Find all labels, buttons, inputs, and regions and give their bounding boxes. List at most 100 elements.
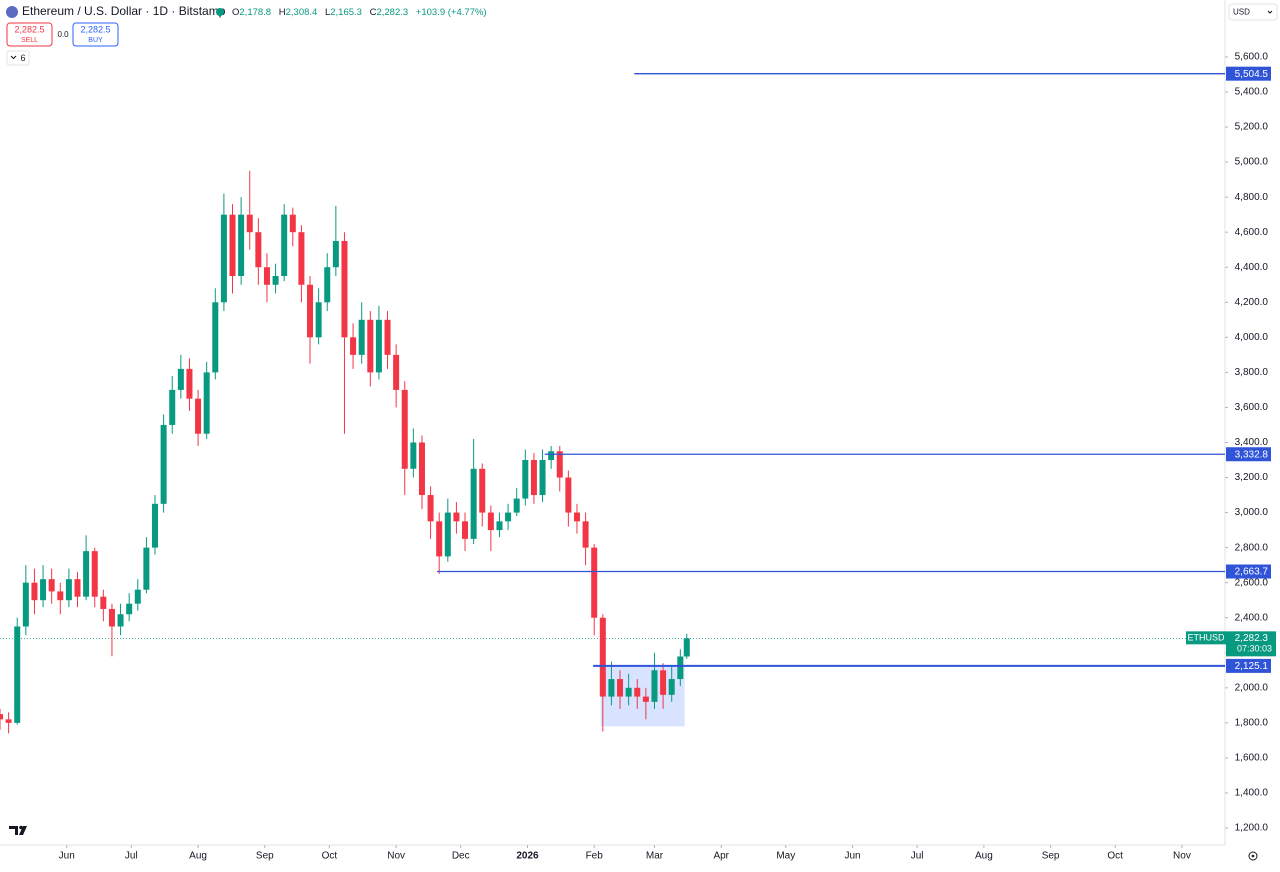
candle-body	[31, 582, 38, 601]
x-tick-label: Nov	[387, 851, 405, 862]
y-tick-label: 5,200.0	[1235, 122, 1269, 133]
y-tick-label: 1,600.0	[1235, 753, 1269, 764]
indicator-count[interactable]: 6	[20, 53, 25, 63]
symbol-icon	[6, 6, 18, 18]
sell-label[interactable]: SELL	[21, 37, 38, 44]
candle-body	[48, 579, 55, 592]
candle-body	[539, 460, 546, 496]
settings-icon-center[interactable]	[1251, 854, 1255, 858]
y-tick-label: 2,600.0	[1235, 577, 1269, 588]
y-tick-label: 4,800.0	[1235, 192, 1269, 203]
ohlc-value: 2,308.4	[286, 7, 318, 18]
ohlc-key: L	[325, 7, 330, 18]
candle-body	[683, 638, 690, 657]
spread: 0.0	[57, 30, 69, 39]
sell-button[interactable]: 2,282.5 SELL	[6, 22, 53, 47]
candle-body	[530, 460, 537, 496]
sell-price[interactable]: 2,282.5	[14, 24, 44, 34]
market-status	[216, 8, 224, 16]
last-price-label: 2,282.3	[1235, 633, 1269, 644]
candle-body	[195, 398, 202, 434]
candle-body	[5, 719, 12, 723]
x-tick-label: Sep	[1042, 851, 1060, 862]
y-tick-label: 3,600.0	[1235, 402, 1269, 413]
logo	[9, 825, 27, 835]
indicators-toggle[interactable]: 6	[6, 50, 30, 66]
candle-body	[513, 498, 520, 513]
candle-body	[599, 617, 606, 697]
candle-body	[134, 589, 141, 604]
candle-body	[350, 337, 357, 355]
symbol-tag	[1186, 631, 1226, 645]
candle-body	[324, 267, 331, 303]
settings-icon[interactable]	[1248, 851, 1258, 861]
candle-body	[384, 319, 391, 355]
x-tick-label: 2026	[516, 851, 539, 862]
candle-body	[91, 551, 98, 597]
x-tick-label: Jun	[844, 851, 860, 862]
x-tick-label: Oct	[322, 851, 338, 862]
candle-body	[169, 389, 176, 425]
chevron[interactable]	[10, 55, 17, 60]
level-label-box	[1226, 564, 1271, 579]
candle-body	[401, 389, 408, 469]
candle-body	[289, 214, 296, 233]
candle-body	[427, 495, 434, 522]
currency-box[interactable]	[1228, 3, 1278, 21]
candle-body	[479, 468, 486, 513]
level-label-box	[1226, 66, 1271, 81]
y-tick-label: 2,800.0	[1235, 542, 1269, 553]
x-tick-label: Jul	[911, 851, 924, 862]
toggle-box[interactable]	[6, 50, 30, 66]
buy-price[interactable]: 2,282.5	[80, 24, 110, 34]
candle-body	[186, 368, 193, 399]
chart-title: Ethereum / U.S. Dollar · 1D · Bitstamp	[22, 4, 226, 18]
buy-label[interactable]: BUY	[88, 37, 103, 44]
candle-body	[307, 284, 314, 338]
candle-body	[668, 679, 675, 695]
level-label: 5,504.5	[1235, 69, 1269, 80]
candle-body	[246, 214, 253, 233]
candle-body	[487, 512, 494, 531]
candle-body	[556, 451, 563, 478]
candle-body	[126, 603, 133, 615]
candle-body	[255, 232, 262, 268]
currency[interactable]: USD	[1233, 8, 1250, 17]
candle-body	[65, 579, 72, 601]
sell-box[interactable]	[6, 22, 53, 47]
candle-body	[108, 608, 115, 627]
x-tick-label: Aug	[189, 851, 207, 862]
candle-body	[651, 670, 658, 702]
candle-body	[212, 302, 219, 373]
y-tick-label: 3,400.0	[1235, 437, 1269, 448]
candle-body	[470, 468, 477, 539]
level-label-box	[1226, 447, 1271, 462]
candle-body	[634, 687, 641, 697]
y-tick-label: 2,400.0	[1235, 612, 1269, 623]
candle-body	[160, 424, 167, 504]
candle-body	[83, 551, 90, 597]
candle-body	[522, 460, 529, 499]
symbol-label: ETHUSD	[1187, 633, 1225, 643]
currency-button[interactable]: USD	[1228, 3, 1278, 21]
candle-body	[332, 240, 339, 268]
y-tick-label: 5,000.0	[1235, 157, 1269, 168]
buy-button[interactable]: 2,282.5 BUY	[72, 22, 119, 47]
level-label: 2,663.7	[1235, 567, 1269, 578]
settings-button[interactable]	[1248, 851, 1258, 861]
candle-body	[573, 512, 580, 522]
ohlc-value: 2,282.3	[376, 7, 408, 18]
candle-body	[177, 368, 184, 390]
y-tick-label: 4,600.0	[1235, 227, 1269, 238]
x-tick-label: Dec	[452, 851, 470, 862]
candle-body	[608, 679, 615, 697]
chevron[interactable]	[1267, 10, 1273, 14]
buy-box[interactable]	[72, 22, 119, 47]
level-label-box	[1226, 658, 1271, 673]
candle-body	[57, 591, 64, 601]
countdown: 07:30:03	[1237, 644, 1272, 654]
candle-body	[220, 214, 227, 303]
candle-body	[677, 656, 684, 680]
x-tick-label: Apr	[713, 851, 729, 862]
